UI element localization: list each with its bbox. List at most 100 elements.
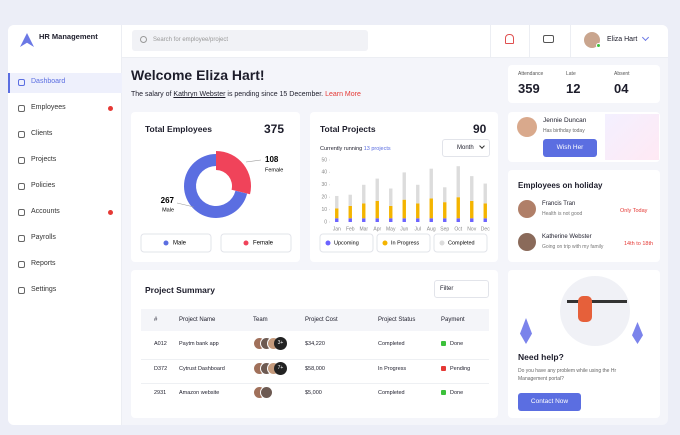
menu-icon bbox=[18, 183, 25, 190]
menu-icon bbox=[18, 235, 25, 242]
legend-dot bbox=[325, 240, 331, 246]
online-dot bbox=[596, 43, 601, 48]
menu-icon bbox=[18, 131, 25, 138]
x-tick-label: May bbox=[386, 226, 396, 232]
bar-segment bbox=[362, 184, 366, 204]
stat-value: 04 bbox=[614, 81, 629, 96]
cell: D372 bbox=[154, 365, 168, 372]
bar-segment bbox=[470, 200, 474, 219]
donut-value: 267 bbox=[161, 196, 175, 205]
employee-link[interactable]: Kathryn Webster bbox=[173, 91, 226, 98]
bar-segment bbox=[362, 203, 366, 219]
bar-segment bbox=[456, 166, 460, 198]
avatar bbox=[518, 233, 536, 251]
filter-button[interactable] bbox=[434, 280, 489, 298]
x-tick-label: Sep bbox=[440, 226, 449, 232]
menu-item[interactable]: Reports bbox=[31, 260, 56, 267]
x-tick-label: Dec bbox=[481, 226, 490, 232]
donut-label: Female bbox=[265, 167, 283, 173]
period-select[interactable] bbox=[442, 139, 490, 157]
menu-item[interactable]: Policies bbox=[31, 182, 56, 189]
menu-icon bbox=[18, 261, 25, 268]
menu-icon bbox=[18, 79, 25, 86]
bar-segment bbox=[375, 200, 379, 219]
bar-segment bbox=[389, 188, 393, 206]
bar-segment bbox=[375, 178, 379, 201]
learn-more[interactable]: Learn More bbox=[325, 91, 361, 98]
bar-segment bbox=[335, 218, 339, 222]
column-header: Payment bbox=[441, 317, 465, 323]
contact-button[interactable]: Contact Now bbox=[518, 393, 581, 411]
welcome-title: Welcome Eliza Hart! bbox=[131, 67, 265, 83]
alert-dot bbox=[108, 210, 113, 215]
bell-icon[interactable] bbox=[505, 34, 514, 44]
menu-item[interactable]: Payrolls bbox=[31, 234, 56, 241]
bar-segment bbox=[362, 218, 366, 222]
x-tick-label: Oct bbox=[454, 226, 462, 232]
filter: Filter bbox=[440, 286, 454, 292]
birthday-name: Jennie Duncan bbox=[543, 117, 587, 124]
card-title: Total Employees bbox=[145, 124, 212, 134]
x-tick-label: Jun bbox=[400, 226, 408, 232]
x-tick-label: Jan bbox=[333, 226, 341, 232]
leader bbox=[245, 159, 262, 163]
bar-segment bbox=[402, 199, 406, 219]
menu-item[interactable]: Employees bbox=[31, 104, 66, 111]
help-text: Do you have any problem while using the … bbox=[518, 368, 617, 382]
bar-segment bbox=[402, 172, 406, 200]
x-tick-label: Jul bbox=[415, 226, 421, 232]
menu-item[interactable]: Clients bbox=[31, 130, 53, 137]
legend-label: In Progress bbox=[391, 240, 419, 246]
legend-label: Upcoming bbox=[334, 240, 359, 246]
menu-item[interactable]: Projects bbox=[31, 156, 57, 163]
chat-icon[interactable] bbox=[543, 35, 554, 43]
bar-segment bbox=[402, 218, 406, 222]
wish-button[interactable]: Wish Her bbox=[543, 139, 597, 157]
illustration bbox=[560, 276, 630, 346]
menu-item[interactable]: Accounts bbox=[31, 208, 60, 215]
bar-segment bbox=[375, 218, 379, 222]
stat-label: Attendance bbox=[518, 71, 544, 77]
team-extra: 3+ bbox=[274, 337, 287, 350]
column-header: Team bbox=[253, 317, 268, 323]
legend-box bbox=[140, 233, 212, 253]
bar-segment bbox=[348, 205, 352, 219]
legend-box bbox=[433, 233, 488, 253]
cell: $5,000 bbox=[305, 390, 322, 396]
card-title: Project Summary bbox=[145, 285, 215, 295]
column-header: Project Name bbox=[179, 317, 216, 323]
menu-item[interactable]: Dashboard bbox=[31, 78, 66, 85]
legend-label: Female bbox=[253, 241, 274, 247]
bar-segment bbox=[483, 203, 487, 219]
bar-segment bbox=[443, 218, 447, 222]
menu-item[interactable]: Settings bbox=[31, 286, 57, 293]
bar-segment bbox=[416, 218, 420, 222]
holiday-name: Francis Tran bbox=[542, 201, 576, 207]
donut-label: Male bbox=[162, 207, 174, 213]
avatar bbox=[518, 200, 536, 218]
divider bbox=[529, 25, 530, 58]
search-box[interactable] bbox=[132, 30, 368, 51]
bar-segment bbox=[416, 203, 420, 219]
cell: Done bbox=[450, 390, 464, 396]
holiday-when: Only Today bbox=[620, 208, 648, 214]
cell: $58,000 bbox=[305, 365, 325, 372]
search-placeholder: Search for employee/project bbox=[153, 37, 229, 43]
legend-dot bbox=[439, 240, 445, 246]
holiday-when: 14th to 18th bbox=[624, 241, 654, 247]
donut-slice bbox=[184, 154, 248, 219]
table-header bbox=[141, 309, 489, 331]
cell: Pending bbox=[450, 365, 471, 372]
payment-dot bbox=[441, 341, 446, 346]
holiday-note: Going on trip with my family bbox=[542, 244, 604, 250]
bar-segment bbox=[429, 168, 433, 199]
bar-segment bbox=[335, 208, 339, 219]
logo: HR Management bbox=[39, 32, 98, 41]
cell: 2931 bbox=[154, 390, 167, 396]
leader bbox=[176, 202, 195, 208]
y-tick-label: 50 bbox=[321, 157, 327, 163]
user-name[interactable]: Eliza Hart bbox=[607, 36, 638, 43]
column-header: # bbox=[154, 317, 158, 323]
text: is pending since 15 December. bbox=[227, 91, 324, 98]
